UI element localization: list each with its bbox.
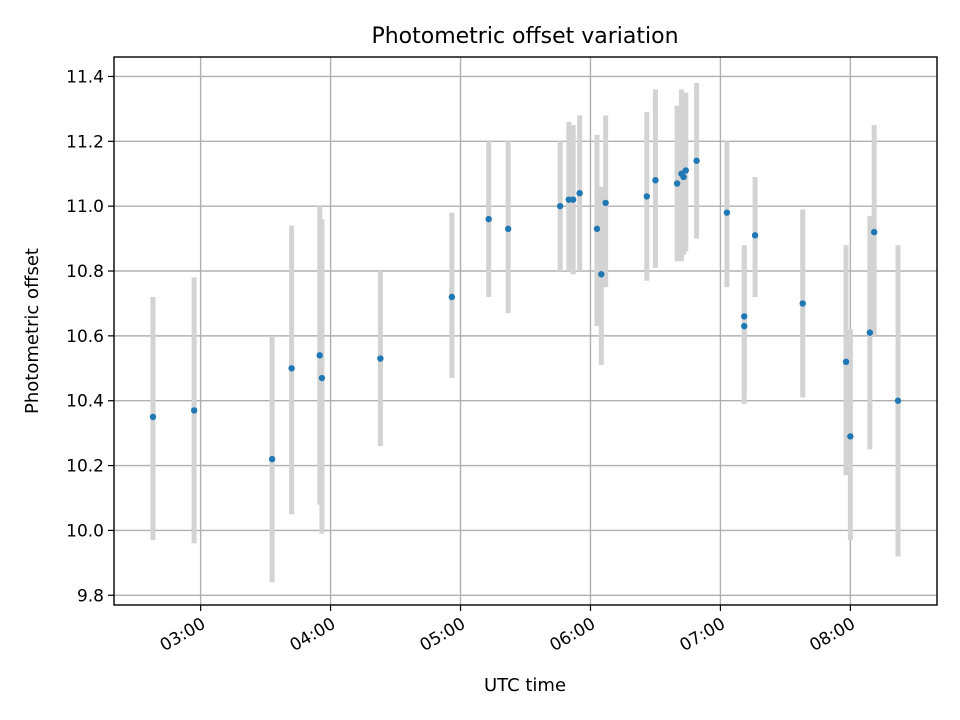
data-point [576,189,583,197]
data-point [741,313,748,320]
data-point [485,215,492,223]
data-point [751,232,759,239]
data-point [643,193,650,200]
x-axis-label: UTC time [484,675,566,696]
y-tick-label: 9.8 [77,586,104,606]
data-point [556,202,564,210]
data-point [894,397,902,404]
data-point [504,225,512,233]
y-tick-label: 10.2 [66,457,104,477]
y-tick-label: 11.0 [66,197,104,217]
data-point [569,196,577,203]
data-point [652,177,659,184]
data-point [842,358,850,366]
data-point [680,173,687,181]
y-axis-label: Photometric offset [22,248,43,414]
data-point [318,374,326,382]
data-point [316,352,323,359]
data-point [598,271,605,278]
chart-title: Photometric offset variation [371,24,678,49]
data-point [847,433,854,440]
data-point [866,329,874,336]
data-point [693,157,700,164]
data-point [593,225,601,233]
data-point [190,407,198,414]
y-tick-label: 10.6 [66,327,104,347]
data-point [741,322,748,330]
data-point [149,413,157,421]
data-point [288,365,295,372]
y-tick-label: 10.8 [66,262,104,282]
data-point [870,228,878,236]
data-point [723,209,731,216]
data-point [448,293,456,301]
marker-layer [149,157,902,463]
plot-frame [113,56,938,606]
data-point [602,199,609,207]
data-point [268,455,276,463]
y-tick-label: 10.0 [66,521,104,541]
y-tick-label: 11.4 [66,67,104,87]
y-tick-label: 11.2 [66,132,104,152]
data-point [673,180,681,187]
data-point [377,355,384,362]
grid-layer [114,57,937,605]
data-point [682,167,689,174]
data-point [799,300,806,307]
y-tick-label: 10.4 [66,392,104,412]
